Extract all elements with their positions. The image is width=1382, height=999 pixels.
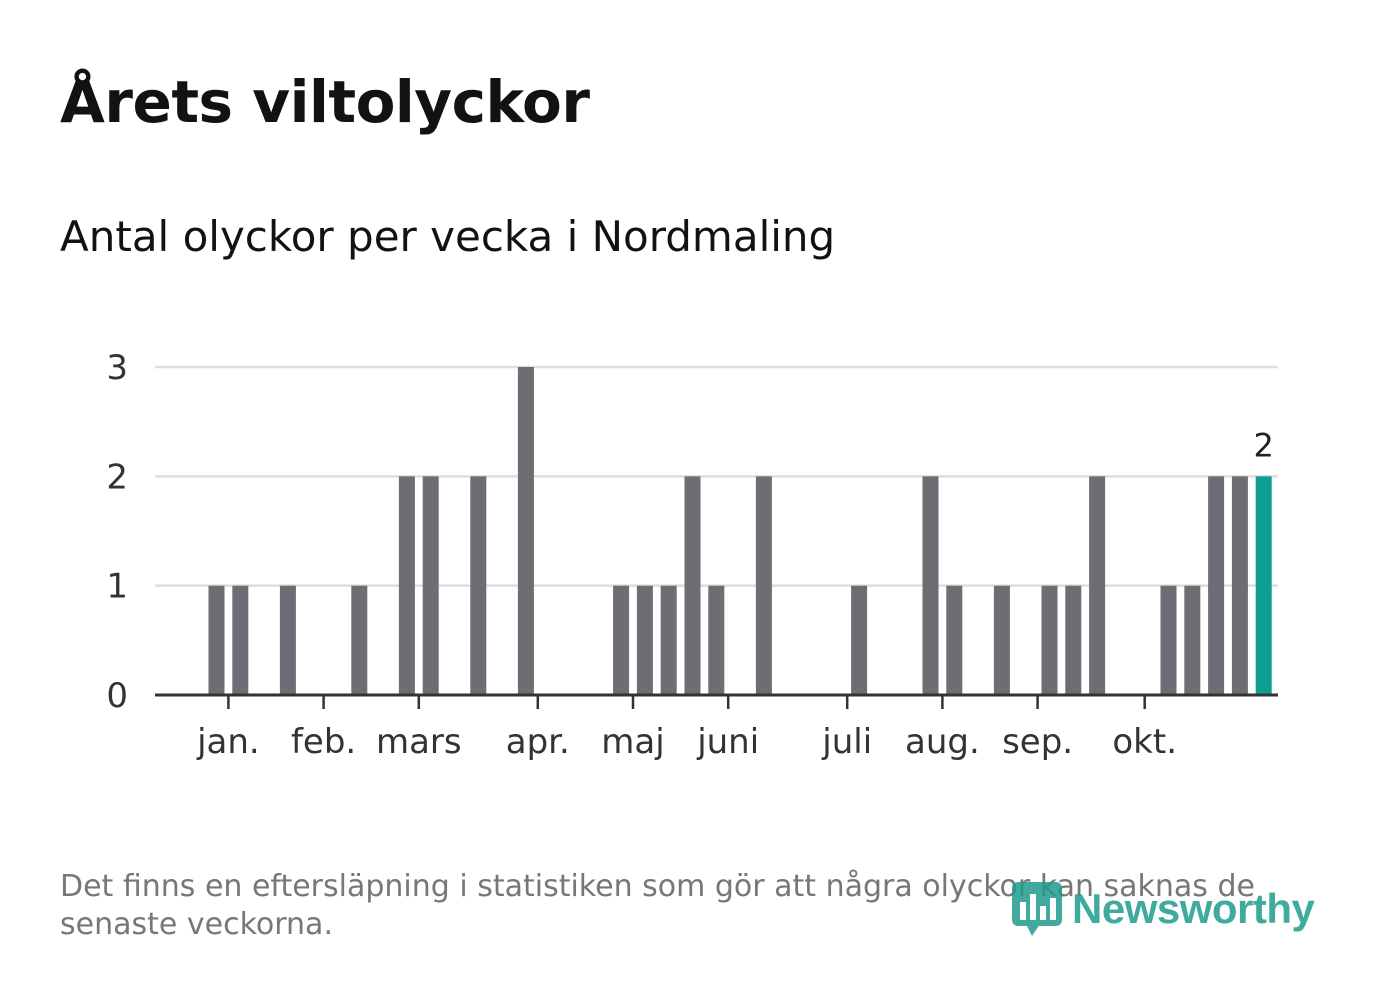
x-tick-label: jan. bbox=[196, 722, 260, 762]
bar bbox=[1160, 585, 1177, 695]
y-tick-label: 0 bbox=[106, 676, 128, 716]
gridlines bbox=[155, 365, 1278, 587]
bar bbox=[660, 585, 677, 695]
bar bbox=[993, 585, 1010, 695]
chart-title: Årets viltolyckor bbox=[60, 68, 590, 136]
x-tick-label: maj bbox=[601, 722, 664, 762]
x-tick-label: okt. bbox=[1112, 722, 1177, 762]
bar bbox=[1041, 585, 1058, 695]
x-tick-label: aug. bbox=[905, 722, 980, 762]
x-tick-label: sep. bbox=[1002, 722, 1073, 762]
newsworthy-chart-icon bbox=[1012, 882, 1062, 936]
bar bbox=[208, 585, 225, 695]
axes bbox=[155, 693, 1278, 709]
y-tick-label: 3 bbox=[106, 348, 128, 388]
x-tick-label: feb. bbox=[291, 722, 356, 762]
x-tick-label: juli bbox=[821, 722, 872, 762]
bar bbox=[351, 585, 368, 695]
bar bbox=[946, 585, 963, 695]
x-tick-label: juni bbox=[696, 722, 759, 762]
highlight-data-label: 2 bbox=[1254, 426, 1274, 464]
bar bbox=[470, 476, 487, 695]
bar bbox=[1089, 476, 1106, 695]
y-tick-label: 1 bbox=[106, 567, 128, 607]
bar bbox=[279, 585, 296, 695]
bar bbox=[851, 585, 868, 695]
bar bbox=[1231, 476, 1248, 695]
bar bbox=[755, 476, 772, 695]
bar bbox=[708, 585, 725, 695]
bar bbox=[613, 585, 630, 695]
y-tick-label: 2 bbox=[106, 457, 128, 497]
logo-text: Newsworthy bbox=[1072, 885, 1315, 932]
bar bbox=[517, 367, 534, 695]
bar bbox=[1208, 476, 1225, 695]
newsworthy-logo: Newsworthy bbox=[1010, 878, 1315, 940]
labels: 0 1 2 3 2 jan. feb. mars apr. maj juni juli aug. sep.… bbox=[106, 348, 1274, 762]
bar bbox=[1184, 585, 1201, 695]
bar bbox=[232, 585, 249, 695]
bar-chart: 0 1 2 3 2 jan. feb. mars apr. maj juni juli aug. sep.… bbox=[106, 348, 1278, 762]
bar-highlight bbox=[1255, 476, 1272, 695]
x-tick-label: mars bbox=[376, 722, 462, 762]
x-tick-label: apr. bbox=[506, 722, 570, 762]
chart-subtitle: Antal olyckor per vecka i Nordmaling bbox=[60, 212, 836, 261]
bar bbox=[636, 585, 653, 695]
bar bbox=[922, 476, 939, 695]
bar bbox=[422, 476, 439, 695]
bar bbox=[398, 476, 415, 695]
bars bbox=[208, 367, 1272, 695]
bar bbox=[684, 476, 701, 695]
bar bbox=[1065, 585, 1082, 695]
